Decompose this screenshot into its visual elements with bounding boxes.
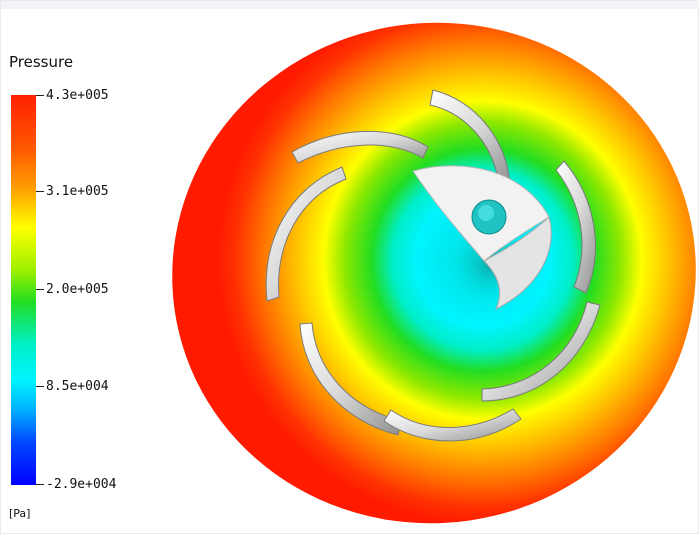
legend-tick xyxy=(36,484,44,485)
disk xyxy=(172,22,696,524)
impeller-pressure-contour xyxy=(172,22,696,524)
legend-tick xyxy=(36,191,44,192)
legend-unit: [Pa] xyxy=(9,507,31,520)
legend-colorbar xyxy=(11,95,36,485)
impeller-blades xyxy=(265,89,601,442)
legend-tick-label-4: 8.5e+004 xyxy=(46,379,109,394)
legend-tick xyxy=(36,386,44,387)
legend-tick-label-max: 4.3e+005 xyxy=(46,88,109,103)
hub xyxy=(412,165,552,311)
legend-tick-label-min: -2.9e+004 xyxy=(46,477,117,492)
legend-tick-label-2: 3.1e+005 xyxy=(46,184,109,199)
legend-title: Pressure xyxy=(9,53,74,71)
legend-tick xyxy=(36,289,44,290)
legend-tick xyxy=(36,95,44,96)
top-band xyxy=(1,1,699,9)
legend-tick-label-3: 2.0e+005 xyxy=(46,282,109,297)
